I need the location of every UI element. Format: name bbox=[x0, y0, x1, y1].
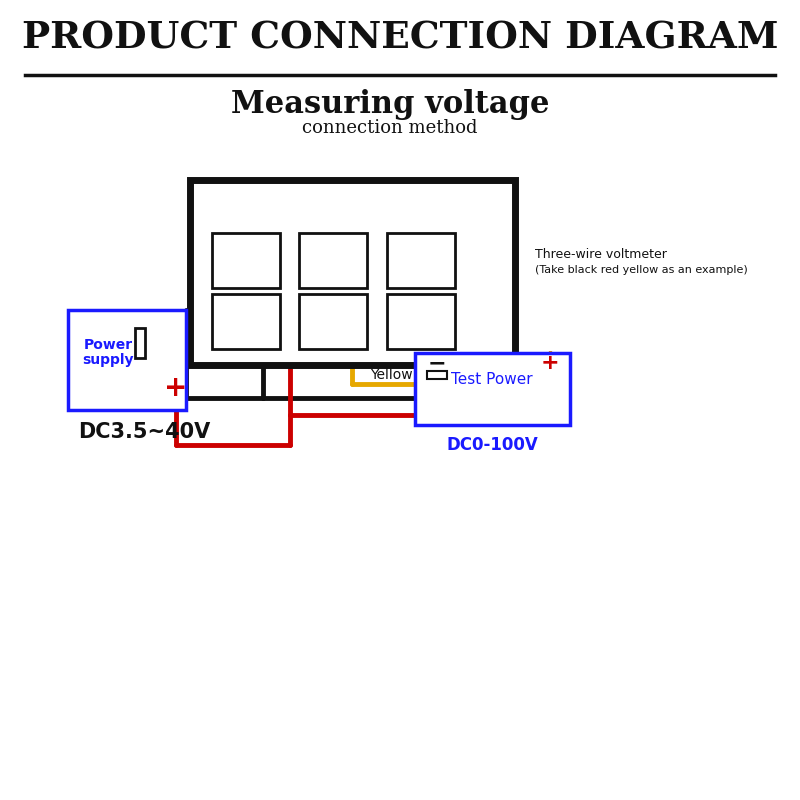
Text: Yellow or blue: Yellow or blue bbox=[370, 368, 466, 382]
Text: PRODUCT CONNECTION DIAGRAM: PRODUCT CONNECTION DIAGRAM bbox=[22, 19, 778, 57]
Bar bbox=[387, 233, 455, 288]
Text: supply: supply bbox=[82, 353, 134, 367]
Text: Three-wire voltmeter: Three-wire voltmeter bbox=[535, 249, 667, 262]
Bar bbox=[190, 180, 515, 365]
Bar bbox=[299, 233, 367, 288]
Bar bbox=[212, 233, 280, 288]
Bar bbox=[387, 294, 455, 349]
Bar bbox=[135, 328, 145, 358]
Text: DC0-100V: DC0-100V bbox=[446, 436, 538, 454]
Bar bbox=[299, 294, 367, 349]
Bar bbox=[212, 294, 280, 349]
Text: +: + bbox=[541, 353, 559, 373]
Bar bbox=[68, 310, 186, 410]
Text: Power: Power bbox=[83, 338, 133, 352]
Text: Measuring voltage: Measuring voltage bbox=[230, 89, 550, 119]
Text: DC3.5~40V: DC3.5~40V bbox=[78, 422, 210, 442]
Text: +: + bbox=[164, 374, 188, 402]
Bar bbox=[415, 353, 570, 425]
Text: connection method: connection method bbox=[302, 119, 478, 137]
Text: Test Power: Test Power bbox=[451, 373, 533, 387]
Bar bbox=[427, 371, 447, 379]
Text: (Take black red yellow as an example): (Take black red yellow as an example) bbox=[535, 265, 748, 275]
Text: −: − bbox=[428, 353, 446, 373]
